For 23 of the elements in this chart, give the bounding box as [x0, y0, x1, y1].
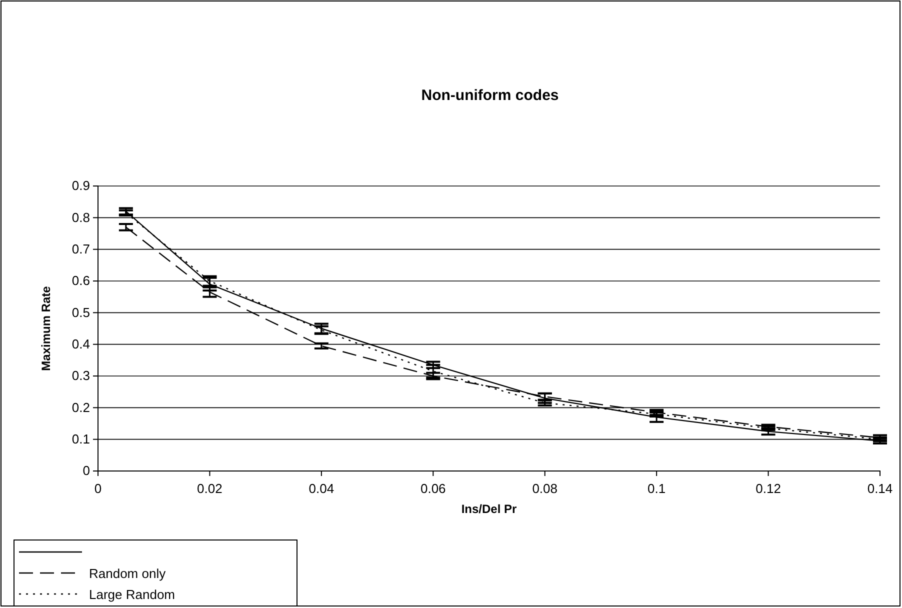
x-tick-label: 0.02: [197, 481, 222, 496]
x-tick-label: 0.14: [867, 481, 893, 496]
legend-label: Large Random: [89, 587, 175, 602]
y-tick-label: 0.5: [72, 304, 90, 320]
y-tick-label: 0.8: [72, 210, 90, 225]
legend-label: Random only: [89, 566, 166, 581]
y-tick-label: 0.4: [72, 336, 90, 352]
x-tick-label: 0.06: [420, 481, 446, 496]
x-axis-title: Ins/Del Pr: [461, 502, 518, 516]
x-tick-label: 0.04: [308, 481, 334, 496]
x-tick-label: 0.12: [756, 481, 781, 496]
y-tick-label: 0.2: [72, 400, 90, 415]
y-tick-label: 0.1: [72, 431, 90, 446]
y-tick-label: 0: [82, 463, 90, 478]
x-tick-label: 0.1: [648, 481, 666, 496]
y-tick-label: 0.3: [72, 368, 90, 384]
y-tick-label: 0.6: [72, 273, 90, 288]
y-tick-label: 0.9: [72, 178, 90, 194]
y-axis-title: Maximum Rate: [39, 286, 53, 371]
chart-title: Non-uniform codes: [421, 87, 559, 104]
x-tick-label: 0.08: [532, 481, 558, 496]
y-tick-label: 0.7: [72, 241, 90, 256]
x-tick-label: 0: [94, 481, 102, 496]
